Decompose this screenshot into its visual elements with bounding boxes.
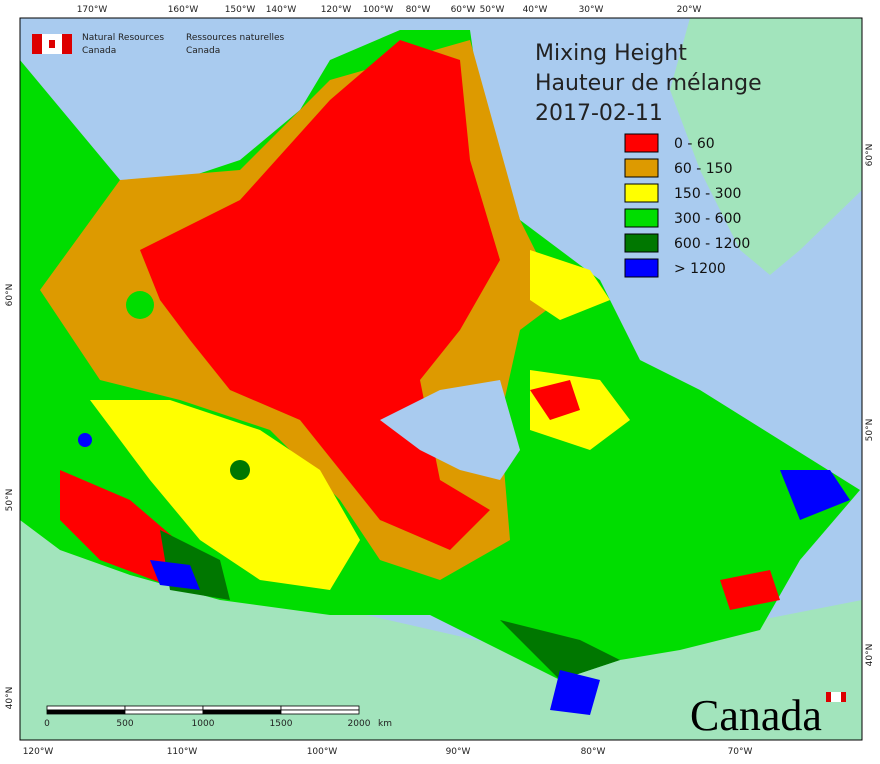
top-label: 40°W [523, 5, 548, 15]
map-title: 2017-02-11 [535, 101, 663, 126]
top-label: 60°W [451, 5, 476, 15]
legend-swatch [624, 258, 659, 278]
top-label: 140°W [266, 5, 297, 15]
bottom-label: 80°W [581, 747, 606, 757]
legend-swatch [624, 158, 659, 178]
legend-swatch [624, 233, 659, 253]
region-150-300-c [530, 250, 610, 320]
blob [230, 460, 250, 480]
top-label: 50°W [480, 5, 505, 15]
bottom-label: 110°W [167, 747, 198, 757]
legend-label: 150 - 300 [674, 186, 741, 202]
map-body [20, 18, 862, 740]
legend-label: 60 - 150 [674, 161, 733, 177]
hudson-bay [380, 380, 520, 480]
map-title: Mixing Height [535, 41, 687, 66]
org-en: Natural Resources [82, 33, 164, 43]
legend-label: 0 - 60 [674, 136, 715, 152]
scale-label: 1000 [192, 719, 215, 729]
region-over-1200-b [550, 670, 600, 715]
scale-segment [124, 705, 204, 711]
wordmark: Canada [690, 691, 822, 740]
region-150-300 [90, 400, 360, 590]
legend-swatch [624, 208, 659, 228]
scale-label: 2000 [348, 719, 371, 729]
blob [78, 433, 92, 447]
flag [831, 692, 841, 702]
scale-label: 500 [116, 719, 133, 729]
frame [19, 17, 863, 741]
scale-label: 0 [44, 719, 50, 729]
scale-segment [280, 709, 360, 715]
region-0-60-d [720, 570, 780, 610]
scale-segment [280, 705, 360, 711]
flag [32, 34, 42, 54]
scale-unit: km [378, 719, 392, 729]
top-label: 80°W [406, 5, 431, 15]
legend-label: > 1200 [674, 261, 726, 277]
left-label: 60°N [5, 284, 15, 307]
usa [20, 520, 862, 740]
legend-label: 300 - 600 [674, 211, 741, 227]
scale-segment [46, 705, 126, 711]
top-label: 150°W [225, 5, 256, 15]
scale-segment [202, 705, 282, 711]
flag [826, 692, 831, 702]
map-title: Hauteur de mélange [535, 71, 762, 96]
org-en: Canada [82, 46, 116, 56]
scale-label: 1500 [270, 719, 293, 729]
region-600-1200-b [500, 620, 620, 680]
top-label: 30°W [579, 5, 604, 15]
top-label: 170°W [77, 5, 108, 15]
region-over-1200 [150, 560, 200, 590]
right-label: 60°N [865, 144, 875, 167]
flag [62, 34, 72, 54]
right-label: 50°N [865, 419, 875, 442]
top-label: 100°W [363, 5, 394, 15]
legend-label: 600 - 1200 [674, 236, 750, 252]
top-label: 20°W [677, 5, 702, 15]
left-label: 40°N [5, 687, 15, 710]
org-fr: Canada [186, 46, 220, 56]
org-fr: Ressources naturelles [186, 33, 285, 43]
bottom-label: 120°W [23, 747, 54, 757]
left-label: 50°N [5, 489, 15, 512]
right-label: 40°N [865, 644, 875, 667]
bottom-label: 70°W [728, 747, 753, 757]
blob [126, 291, 154, 319]
bottom-label: 90°W [446, 747, 471, 757]
scale-segment [124, 709, 204, 715]
top-label: 160°W [168, 5, 199, 15]
legend-swatch [624, 133, 659, 153]
scale-segment [46, 709, 126, 715]
region-0-60-b [530, 380, 580, 420]
flag [49, 40, 55, 48]
greenland [670, 18, 862, 275]
scale-segment [202, 709, 282, 715]
region-over-1200-c [780, 470, 850, 520]
bottom-label: 100°W [307, 747, 338, 757]
top-label: 120°W [321, 5, 352, 15]
legend-swatch [624, 183, 659, 203]
flag [841, 692, 846, 702]
